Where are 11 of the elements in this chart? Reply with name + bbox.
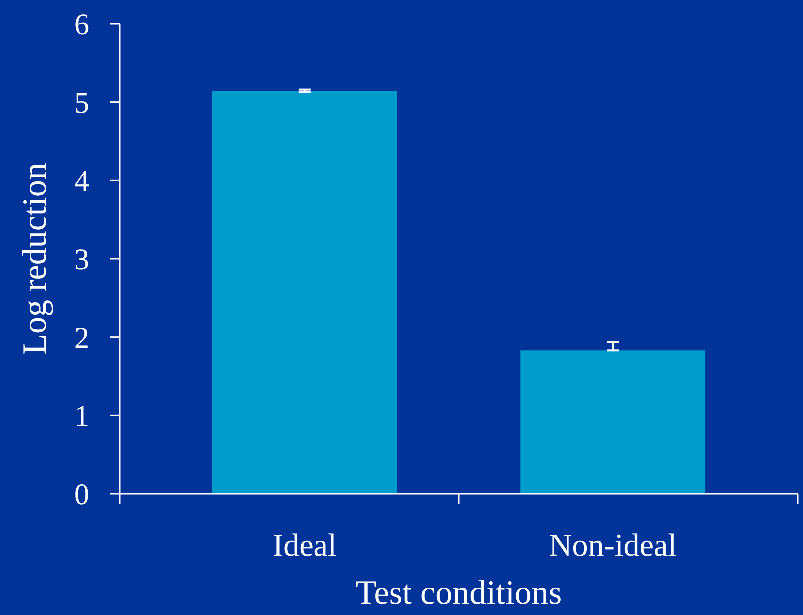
y-tick-label: 2: [74, 322, 90, 355]
y-tick-label: 6: [74, 8, 90, 42]
x-tick-label: Ideal: [272, 527, 337, 563]
y-tick-label: 1: [74, 400, 90, 434]
y-axis-title: Log reduction: [17, 163, 54, 355]
x-tick-label: Non-ideal: [549, 527, 678, 563]
x-axis-title: Test conditions: [356, 575, 562, 612]
y-tick-label: 4: [74, 165, 90, 198]
y-tick-label: 3: [74, 244, 90, 276]
y-tick-label: 0: [74, 478, 90, 512]
y-tick-label: 5: [74, 86, 90, 120]
